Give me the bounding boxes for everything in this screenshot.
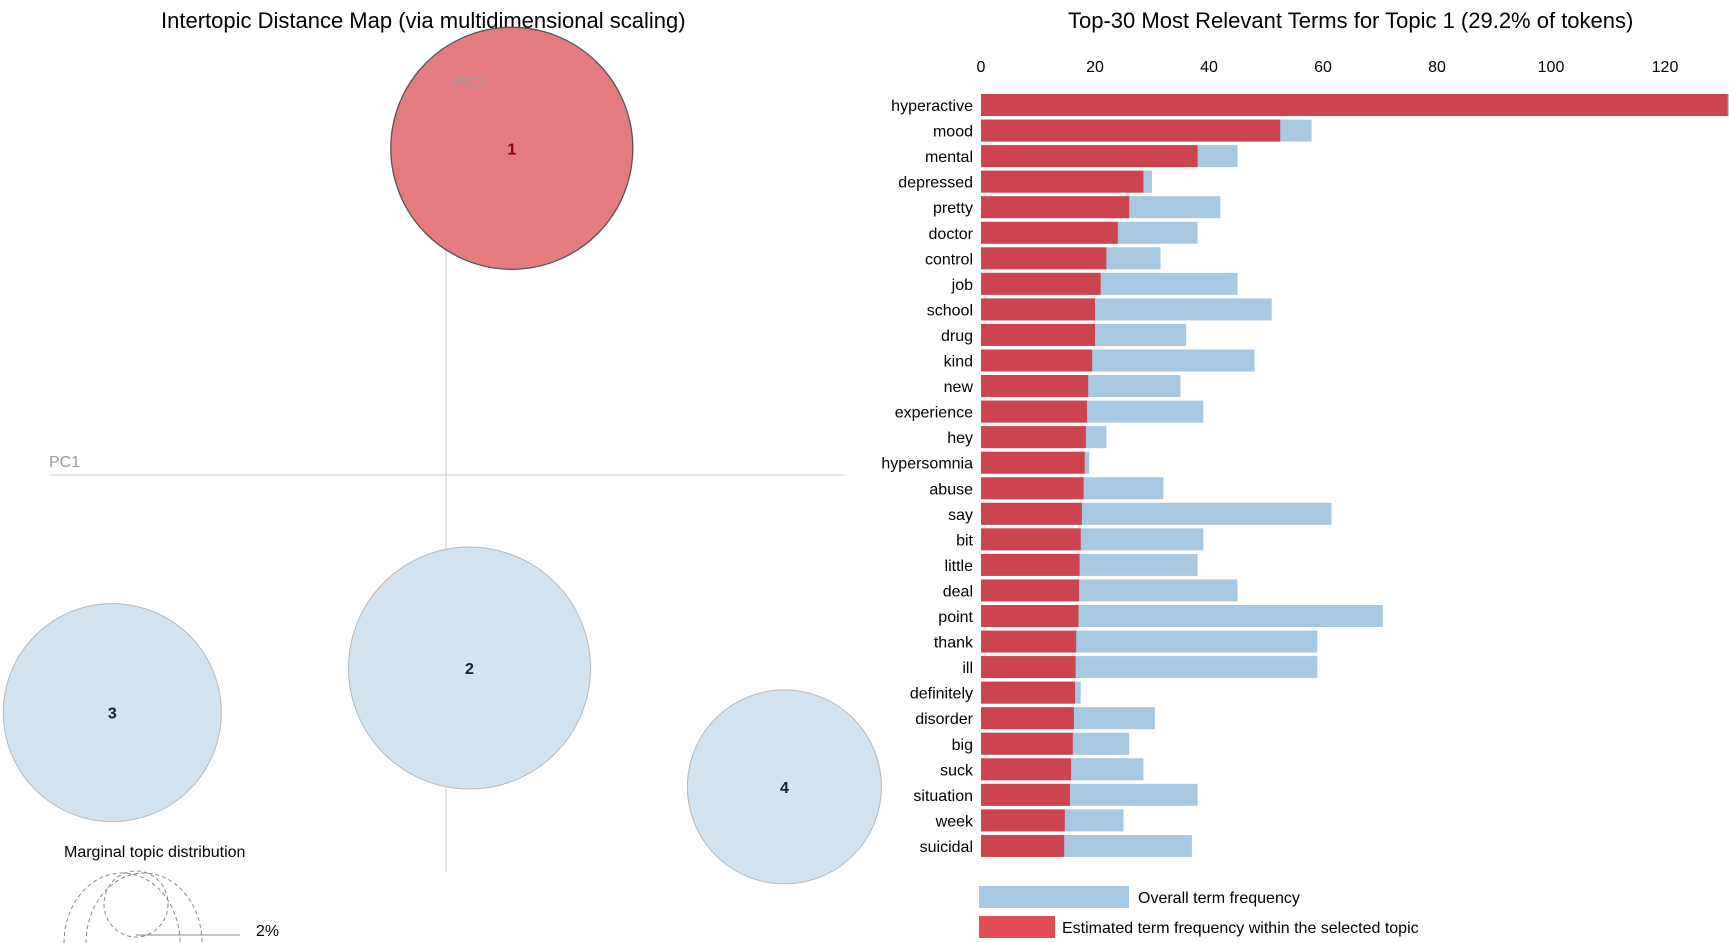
- term-chart-title: Top-30 Most Relevant Terms for Topic 1 (…: [1068, 8, 1634, 33]
- bar-topic-depressed[interactable]: [981, 170, 1144, 193]
- term-label-mood[interactable]: mood: [933, 124, 973, 141]
- bar-topic-hey[interactable]: [981, 426, 1086, 449]
- term-label-week[interactable]: week: [935, 813, 974, 830]
- term-label-say[interactable]: say: [948, 507, 973, 524]
- bar-topic-big[interactable]: [981, 732, 1073, 755]
- topic-circle-label-4: 4: [780, 780, 789, 797]
- bar-topic-experience[interactable]: [981, 400, 1088, 423]
- term-label-ill[interactable]: ill: [962, 660, 973, 677]
- bar-topic-kind[interactable]: [981, 349, 1093, 372]
- topic-circle-2[interactable]: [348, 546, 591, 790]
- legend-swatch-overall: [979, 886, 1129, 908]
- bar-topic-little[interactable]: [981, 553, 1080, 576]
- pc2-axis-label: PC2: [454, 75, 485, 92]
- term-label-hey[interactable]: hey: [947, 430, 973, 447]
- bar-topic-suck[interactable]: [981, 758, 1072, 781]
- topic-circle-1[interactable]: [390, 26, 634, 270]
- term-label-kind[interactable]: kind: [944, 354, 973, 371]
- legend-label-topic: Estimated term frequency within the sele…: [1062, 920, 1419, 937]
- bar-topic-school[interactable]: [981, 298, 1095, 321]
- x-tick-label: 60: [1314, 59, 1332, 76]
- x-tick-label: 120: [1652, 59, 1679, 76]
- bar-overall-point[interactable]: [981, 605, 1383, 627]
- topic-circles: 1 2 3 4: [2, 26, 882, 885]
- marginal-distribution-legend: Marginal topic distribution 2%: [63, 844, 279, 943]
- term-label-school[interactable]: school: [927, 302, 973, 319]
- x-tick-label: 20: [1086, 59, 1104, 76]
- bar-topic-definitely[interactable]: [981, 681, 1076, 704]
- bar-topic-ill[interactable]: [981, 656, 1076, 679]
- term-label-abuse[interactable]: abuse: [929, 481, 973, 498]
- bar-topic-week[interactable]: [981, 809, 1065, 832]
- bar-legend: Overall term frequency Estimated term fr…: [979, 886, 1419, 938]
- intertopic-distance-map: 1 2 3 4 PC2 PC1: [2, 26, 882, 885]
- topic-circle-label-1: 1: [507, 141, 516, 158]
- marginal-distribution-label: Marginal topic distribution: [64, 844, 245, 861]
- marginal-circle-large: [63, 872, 181, 943]
- legend-swatch-topic: [979, 916, 1055, 938]
- bar-topic-doctor[interactable]: [981, 221, 1118, 244]
- legend-label-overall: Overall term frequency: [1138, 890, 1300, 907]
- marginal-pct-label: 2%: [256, 923, 279, 940]
- term-label-drug[interactable]: drug: [941, 328, 973, 345]
- bar-topic-job[interactable]: [981, 272, 1101, 295]
- bar-topic-deal[interactable]: [981, 579, 1080, 602]
- term-label-deal[interactable]: deal: [943, 583, 973, 600]
- term-label-disorder[interactable]: disorder: [915, 711, 973, 728]
- term-bars: [981, 94, 1729, 857]
- term-label-hypersomnia[interactable]: hypersomnia: [881, 456, 973, 473]
- bar-topic-abuse[interactable]: [981, 477, 1084, 500]
- bar-topic-mood[interactable]: [981, 119, 1281, 142]
- term-label-experience[interactable]: experience: [895, 405, 973, 422]
- term-label-control[interactable]: control: [925, 251, 973, 268]
- x-tick-label: 80: [1428, 59, 1446, 76]
- bar-topic-hyperactive[interactable]: [981, 94, 1728, 116]
- marginal-circle-mid: [85, 872, 203, 943]
- term-bar-chart: 0 20 40 60 80 100 120 hyperactive mood mental dep…: [881, 59, 1729, 857]
- bar-topic-control[interactable]: [981, 247, 1107, 270]
- term-label-mental[interactable]: mental: [925, 149, 973, 166]
- term-label-big[interactable]: big: [952, 737, 973, 754]
- bar-topic-situation[interactable]: [981, 783, 1070, 806]
- marginal-circle-small: [103, 870, 169, 938]
- pc1-axis-label: PC1: [49, 454, 80, 471]
- term-labels: hyperactive mood mental depressed pretty doct…: [881, 98, 974, 856]
- term-label-definitely[interactable]: definitely: [910, 686, 973, 703]
- term-label-new[interactable]: new: [944, 379, 974, 396]
- intertopic-map-title: Intertopic Distance Map (via multidimens…: [161, 8, 686, 33]
- bar-topic-bit[interactable]: [981, 528, 1081, 551]
- term-label-little[interactable]: little: [945, 558, 974, 575]
- bar-topic-pretty[interactable]: [981, 196, 1130, 219]
- bar-topic-point[interactable]: [981, 605, 1079, 627]
- term-label-hyperactive[interactable]: hyperactive: [891, 98, 973, 115]
- x-axis-ticks: 0 20 40 60 80 100 120: [977, 59, 1679, 76]
- term-label-doctor[interactable]: doctor: [929, 226, 974, 243]
- term-label-thank[interactable]: thank: [934, 635, 974, 652]
- term-label-suicidal[interactable]: suicidal: [920, 839, 973, 856]
- term-label-job[interactable]: job: [951, 277, 973, 294]
- bar-topic-disorder[interactable]: [981, 707, 1074, 730]
- term-label-suck[interactable]: suck: [940, 762, 974, 779]
- x-tick-label: 40: [1200, 59, 1218, 76]
- topic-circle-4[interactable]: [686, 689, 882, 885]
- topic-circle-3[interactable]: [2, 603, 222, 823]
- x-tick-label: 0: [977, 59, 986, 76]
- bar-topic-mental[interactable]: [981, 145, 1198, 168]
- topic-circle-label-2: 2: [465, 661, 474, 678]
- bar-topic-say[interactable]: [981, 502, 1082, 525]
- x-tick-label: 100: [1538, 59, 1565, 76]
- bar-topic-drug[interactable]: [981, 323, 1095, 346]
- bar-topic-hypersomnia[interactable]: [981, 451, 1085, 474]
- bar-topic-thank[interactable]: [981, 630, 1077, 653]
- topic-circle-label-3: 3: [108, 706, 117, 723]
- term-label-point[interactable]: point: [938, 609, 973, 626]
- bar-topic-new[interactable]: [981, 375, 1089, 398]
- term-label-bit[interactable]: bit: [956, 532, 973, 549]
- bar-topic-suicidal[interactable]: [981, 834, 1065, 857]
- term-label-situation[interactable]: situation: [913, 788, 973, 805]
- term-label-depressed[interactable]: depressed: [898, 175, 973, 192]
- term-label-pretty[interactable]: pretty: [933, 200, 973, 217]
